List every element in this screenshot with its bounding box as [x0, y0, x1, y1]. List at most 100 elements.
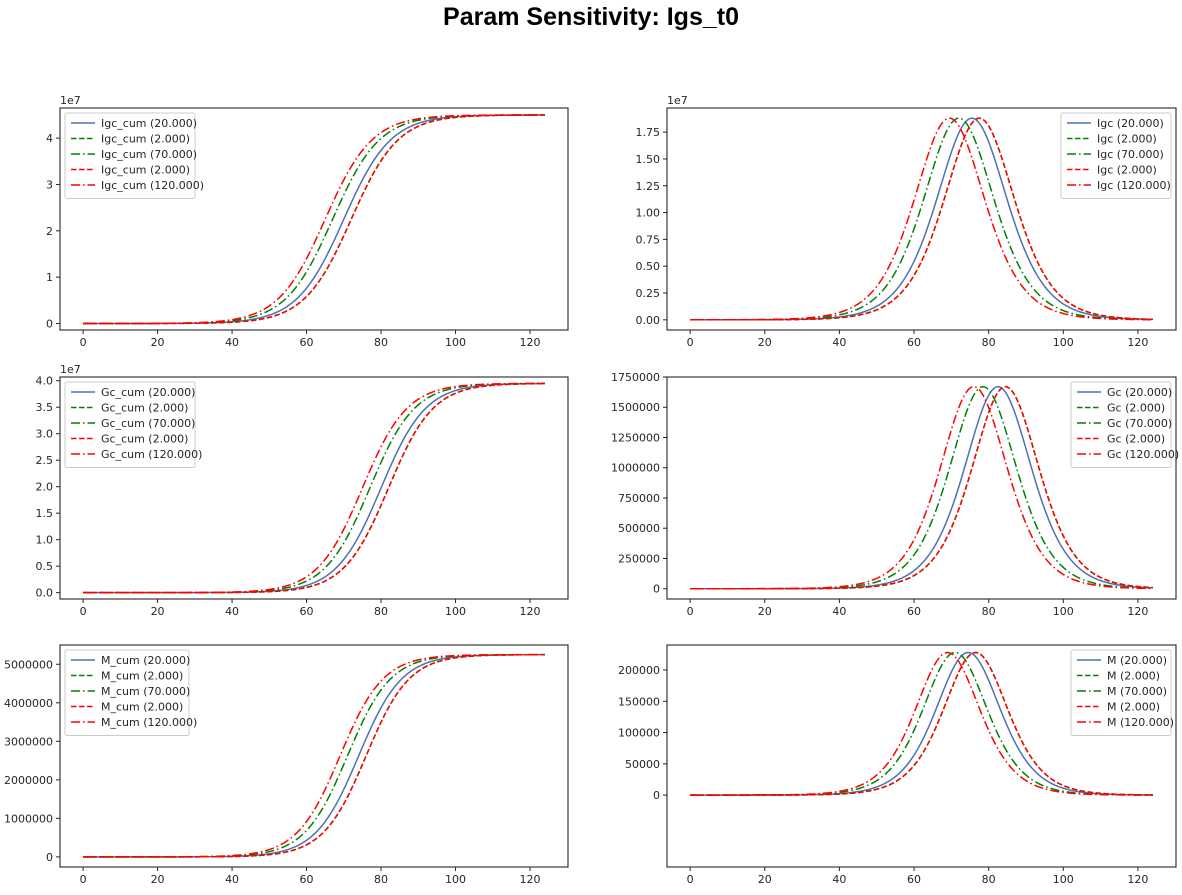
y-tick-label: 5000000	[4, 658, 53, 671]
subplot-4: 0 20 40 60 80 100 120 0 250000 500000 750000 100000…	[611, 371, 1179, 618]
x-tick-label: 20	[151, 336, 165, 349]
legend: Igc_cum (20.000) Igc_cum (2.000) Igc_cum (…	[64, 112, 204, 199]
x-tick-label: 80	[374, 605, 388, 618]
legend-label: Igc (2.000)	[1097, 164, 1157, 177]
y-tick-label: 1.00	[636, 207, 661, 220]
x-tick-label: 100	[1053, 605, 1074, 618]
x-tick-label: 0	[80, 873, 87, 886]
x-tick-label: 120	[1127, 873, 1148, 886]
y-tick-label: 1.25	[636, 180, 661, 193]
y-tick-label: 3000000	[4, 735, 53, 748]
legend: M (20.000) M (2.000) M (70.000) M (2.000) M …	[1070, 649, 1174, 736]
y-tick-label: 1.5	[36, 507, 54, 520]
x-tick-label: 60	[907, 336, 921, 349]
x-tick-label: 100	[1053, 873, 1074, 886]
legend: Gc (20.000) Gc (2.000) Gc (70.000) Gc (2.00…	[1070, 381, 1179, 468]
y-tick-label: 3.0	[36, 428, 54, 441]
series-line	[690, 117, 1153, 321]
y-tick-label: 1000000	[611, 462, 660, 475]
y-tick-label: 0.00	[636, 314, 661, 327]
series-line	[83, 653, 545, 858]
legend-box	[1070, 649, 1172, 736]
legend-label: Gc_cum (70.000)	[101, 417, 195, 430]
x-tick-label: 80	[374, 336, 388, 349]
x-tick-label: 40	[832, 605, 846, 618]
y-offset-label: 1e7	[60, 363, 81, 376]
x-tick-label: 100	[445, 336, 466, 349]
x-tick-label: 80	[982, 605, 996, 618]
subplot-3: 0 20 40 60 80 100 120 0.0 0.5 1.0 1.5 2.0 2.5 3.0 3.5 4…	[36, 363, 569, 618]
series-line	[690, 651, 1153, 796]
x-tick-label: 40	[832, 873, 846, 886]
series-line	[83, 114, 545, 325]
legend-box	[1060, 112, 1172, 199]
series-line	[690, 651, 1153, 796]
x-tick-label: 20	[151, 873, 165, 886]
series-line	[83, 382, 545, 594]
legend-label: M (120.000)	[1107, 716, 1174, 729]
y-tick-label: 0.5	[36, 560, 54, 573]
x-tick-label: 40	[225, 873, 239, 886]
y-tick-label: 2	[46, 225, 53, 238]
y-tick-label: 50000	[625, 758, 660, 771]
x-tick-label: 40	[225, 605, 239, 618]
legend-label: M_cum (2.000)	[101, 701, 183, 714]
x-tick-label: 20	[758, 873, 772, 886]
y-tick-label: 2.0	[36, 481, 54, 494]
y-tick-label: 1500000	[611, 401, 660, 414]
x-tick-label: 100	[445, 873, 466, 886]
legend-label: Gc_cum (120.000)	[101, 448, 202, 461]
y-tick-label: 1750000	[611, 371, 660, 384]
y-tick-label: 4	[46, 132, 53, 145]
legend-box	[64, 381, 196, 468]
legend-label: Igc (120.000)	[1097, 179, 1171, 192]
y-tick-label: 0.25	[636, 287, 661, 300]
series-line	[690, 385, 1153, 590]
x-tick-label: 80	[982, 336, 996, 349]
y-tick-label: 3	[46, 178, 53, 191]
y-tick-label: 0	[653, 583, 660, 596]
subplot-5: 0 20 40 60 80 100 120 0 1000000 2000000 3000000 400…	[4, 644, 569, 886]
legend: M_cum (20.000) M_cum (2.000) M_cum (70.000…	[64, 649, 197, 736]
legend-label: Gc_cum (20.000)	[101, 386, 195, 399]
y-tick-label: 1250000	[611, 431, 660, 444]
legend-label: M_cum (2.000)	[101, 670, 183, 683]
x-tick-label: 100	[445, 605, 466, 618]
x-tick-label: 120	[520, 605, 541, 618]
legend-label: Gc (2.000)	[1107, 402, 1165, 415]
y-tick-label: 750000	[618, 492, 660, 505]
y-tick-label: 0.50	[636, 260, 661, 273]
y-tick-label: 1.50	[636, 153, 661, 166]
legend-label: Gc (70.000)	[1107, 417, 1172, 430]
legend-label: Igc_cum (2.000)	[101, 164, 190, 177]
y-tick-label: 0.75	[636, 233, 661, 246]
series-line	[690, 117, 1153, 321]
figure-title: Param Sensitivity: Igs_t0	[443, 3, 739, 31]
series-line	[690, 385, 1153, 590]
x-tick-label: 0	[80, 336, 87, 349]
legend-label: M (70.000)	[1107, 685, 1167, 698]
x-tick-label: 60	[300, 873, 314, 886]
x-tick-label: 0	[687, 605, 694, 618]
legend: Igc (20.000) Igc (2.000) Igc (70.000) Igc (…	[1060, 112, 1172, 199]
legend-label: Igc_cum (70.000)	[101, 148, 197, 161]
x-tick-label: 20	[151, 605, 165, 618]
subplot-6: 0 20 40 60 80 100 120 0 50000 100000 150000 200000 M…	[618, 644, 1177, 886]
y-tick-label: 0	[46, 851, 53, 864]
y-tick-label: 4000000	[4, 697, 53, 710]
legend-box	[64, 649, 190, 736]
y-tick-label: 2000000	[4, 774, 53, 787]
series-line	[690, 651, 1153, 796]
x-tick-label: 120	[520, 873, 541, 886]
y-offset-label: 1e7	[60, 94, 81, 107]
legend-label: M_cum (70.000)	[101, 685, 190, 698]
x-tick-label: 0	[80, 605, 87, 618]
y-tick-label: 2.5	[36, 454, 54, 467]
x-tick-label: 0	[687, 336, 694, 349]
y-tick-label: 0	[46, 318, 53, 331]
legend: Gc_cum (20.000) Gc_cum (2.000) Gc_cum (70.…	[64, 381, 202, 468]
legend-label: Gc (120.000)	[1107, 448, 1179, 461]
legend-box	[64, 112, 196, 199]
legend-label: M (2.000)	[1107, 670, 1160, 683]
